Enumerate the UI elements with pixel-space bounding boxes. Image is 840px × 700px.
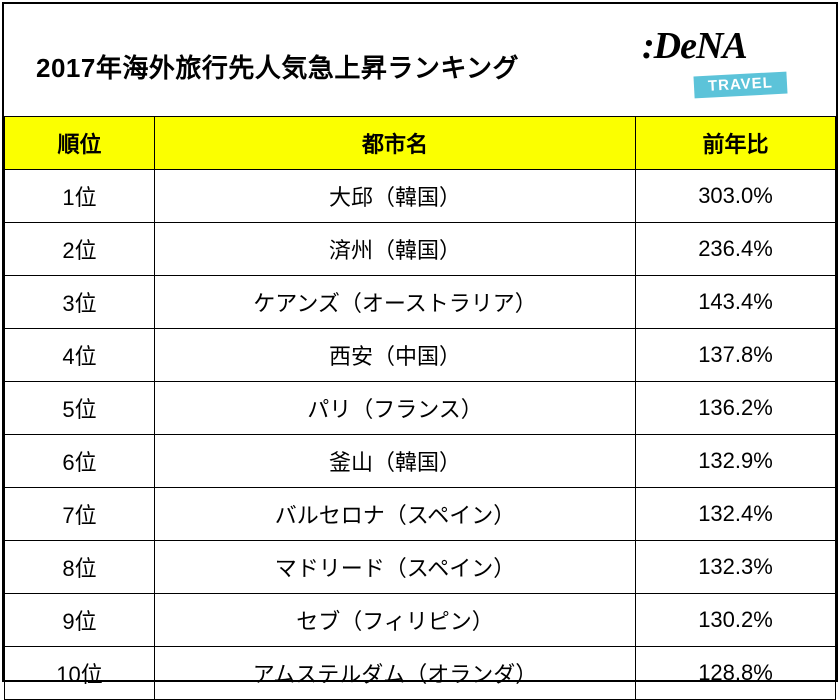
cell-rank: 1位 <box>5 170 155 223</box>
logo-travel-badge: TRAVEL <box>693 72 787 99</box>
cell-rank: 6位 <box>5 435 155 488</box>
cell-yoy: 132.9% <box>636 435 836 488</box>
cell-yoy: 303.0% <box>636 170 836 223</box>
table-row: 3位ケアンズ（オーストラリア）143.4% <box>5 276 836 329</box>
ranking-table: 順位 都市名 前年比 1位大邱（韓国）303.0%2位済州（韓国）236.4%3… <box>4 116 836 700</box>
cell-city: ケアンズ（オーストラリア） <box>155 276 636 329</box>
col-header-yoy: 前年比 <box>636 117 836 170</box>
cell-rank: 10位 <box>5 647 155 700</box>
table-row: 9位セブ（フィリピン）130.2% <box>5 594 836 647</box>
cell-city: 大邱（韓国） <box>155 170 636 223</box>
col-header-city: 都市名 <box>155 117 636 170</box>
cell-city: セブ（フィリピン） <box>155 594 636 647</box>
cell-rank: 4位 <box>5 329 155 382</box>
cell-city: 釜山（韓国） <box>155 435 636 488</box>
table-row: 8位マドリード（スペイン）132.3% <box>5 541 836 594</box>
cell-yoy: 130.2% <box>636 594 836 647</box>
cell-rank: 9位 <box>5 594 155 647</box>
cell-rank: 7位 <box>5 488 155 541</box>
table-row: 6位釜山（韓国）132.9% <box>5 435 836 488</box>
page-title: 2017年海外旅行先人気急上昇ランキング <box>24 48 626 85</box>
table-row: 5位パリ（フランス）136.2% <box>5 382 836 435</box>
table-row: 2位済州（韓国）236.4% <box>5 223 836 276</box>
logo-travel-text: TRAVEL <box>708 74 774 94</box>
cell-yoy: 137.8% <box>636 329 836 382</box>
col-header-rank: 順位 <box>5 117 155 170</box>
cell-city: パリ（フランス） <box>155 382 636 435</box>
cell-yoy: 136.2% <box>636 382 836 435</box>
cell-city: マドリード（スペイン） <box>155 541 636 594</box>
cell-city: 西安（中国） <box>155 329 636 382</box>
table-row: 7位バルセロナ（スペイン）132.4% <box>5 488 836 541</box>
table-row: 1位大邱（韓国）303.0% <box>5 170 836 223</box>
cell-city: バルセロナ（スペイン） <box>155 488 636 541</box>
document-frame: 2017年海外旅行先人気急上昇ランキング :DeNA TRAVEL 順位 都市名… <box>2 2 838 682</box>
cell-rank: 8位 <box>5 541 155 594</box>
cell-city: アムステルダム（オランダ） <box>155 647 636 700</box>
cell-yoy: 132.4% <box>636 488 836 541</box>
table-row: 4位西安（中国）137.8% <box>5 329 836 382</box>
cell-city: 済州（韓国） <box>155 223 636 276</box>
cell-rank: 2位 <box>5 223 155 276</box>
cell-rank: 5位 <box>5 382 155 435</box>
cell-yoy: 143.4% <box>636 276 836 329</box>
cell-yoy: 132.3% <box>636 541 836 594</box>
logo-brand-text: :DeNA <box>642 24 747 68</box>
dena-travel-logo: :DeNA TRAVEL <box>638 28 808 104</box>
table-header-row: 順位 都市名 前年比 <box>5 117 836 170</box>
header: 2017年海外旅行先人気急上昇ランキング :DeNA TRAVEL <box>4 4 836 116</box>
table-row: 10位アムステルダム（オランダ）128.8% <box>5 647 836 700</box>
cell-rank: 3位 <box>5 276 155 329</box>
cell-yoy: 236.4% <box>636 223 836 276</box>
cell-yoy: 128.8% <box>636 647 836 700</box>
